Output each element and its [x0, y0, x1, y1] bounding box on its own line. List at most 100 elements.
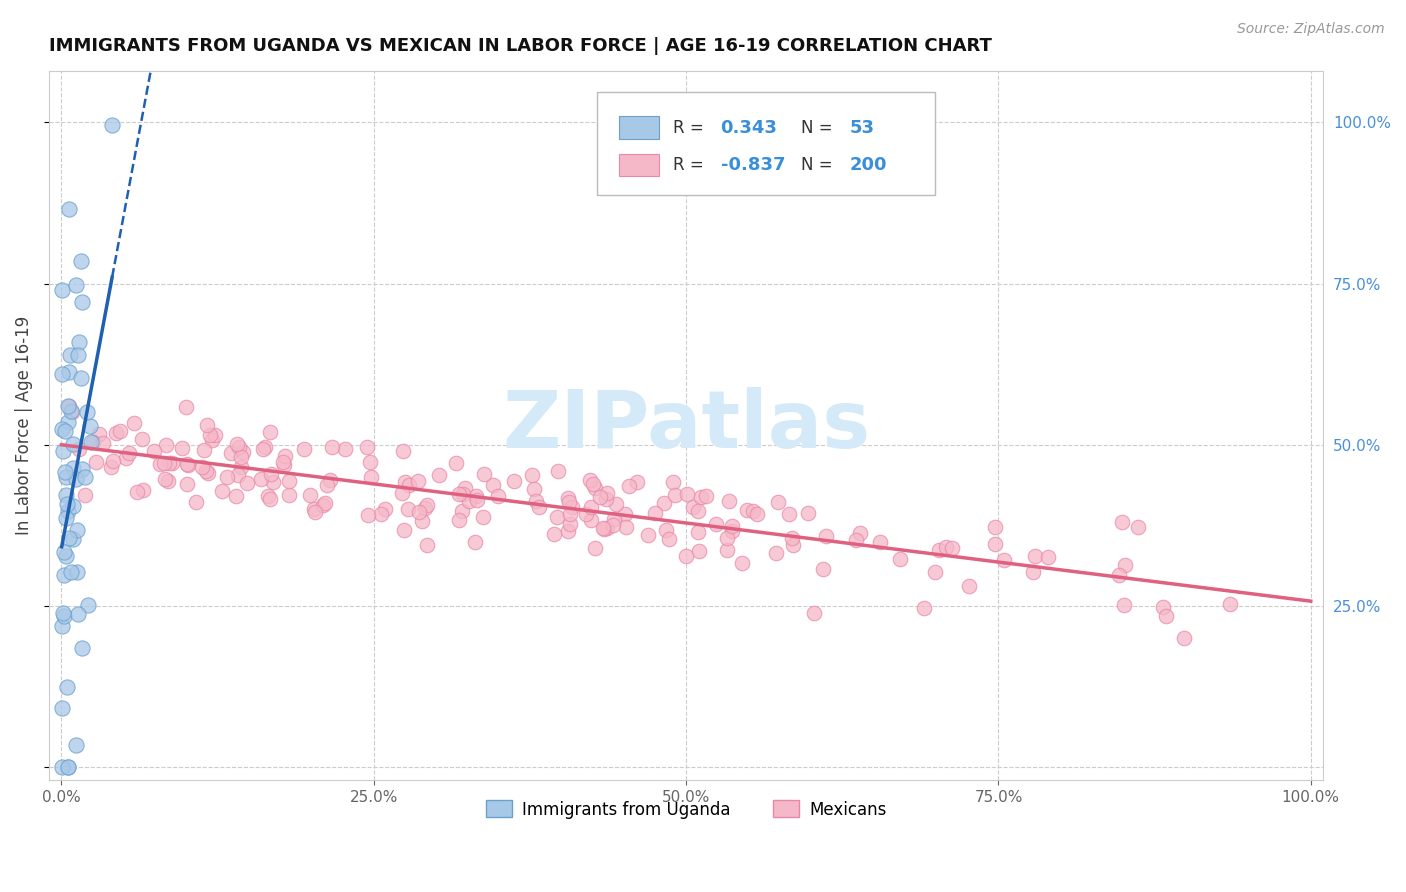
Point	[51, 760, 73, 774]
Point	[72, 641, 94, 656]
Point	[312, 499, 335, 513]
Point	[575, 507, 598, 521]
Text: 0.343: 0.343	[720, 119, 778, 136]
Point	[716, 543, 738, 558]
Point	[110, 424, 132, 438]
Point	[67, 334, 90, 349]
Point	[472, 509, 495, 524]
Point	[232, 445, 254, 459]
Point	[55, 511, 77, 525]
Point	[127, 484, 149, 499]
Point	[589, 490, 612, 504]
Point	[56, 504, 79, 518]
Point	[273, 458, 295, 473]
Point	[228, 440, 250, 454]
Point	[560, 517, 582, 532]
Text: Source: ZipAtlas.com: Source: ZipAtlas.com	[1237, 22, 1385, 37]
Point	[737, 503, 759, 517]
Point	[768, 495, 790, 509]
Point	[262, 475, 284, 489]
Point	[523, 483, 546, 497]
Point	[427, 468, 450, 483]
Point	[51, 368, 73, 382]
Point	[73, 470, 96, 484]
Point	[51, 700, 73, 714]
Point	[675, 487, 697, 501]
Point	[357, 508, 380, 522]
Point	[153, 472, 176, 486]
Point	[156, 474, 179, 488]
Point	[62, 437, 84, 451]
Point	[51, 422, 73, 436]
Point	[686, 504, 709, 518]
Point	[53, 424, 76, 438]
Point	[59, 348, 82, 362]
Point	[1024, 549, 1046, 563]
Point	[546, 510, 568, 524]
Point	[688, 524, 710, 539]
Point	[782, 538, 804, 552]
Point	[114, 451, 136, 466]
Point	[65, 277, 87, 292]
Point	[626, 475, 648, 489]
Point	[1036, 549, 1059, 564]
Point	[82, 434, 104, 449]
Text: R =: R =	[673, 119, 710, 136]
Point	[582, 477, 605, 491]
Point	[593, 522, 616, 536]
Point	[603, 512, 626, 526]
Point	[596, 485, 619, 500]
Point	[67, 442, 90, 456]
Point	[184, 495, 207, 509]
Point	[596, 521, 619, 535]
Point	[55, 488, 77, 502]
Point	[1114, 558, 1136, 572]
Point	[132, 483, 155, 497]
Point	[52, 606, 75, 620]
Point	[520, 467, 543, 482]
Point	[557, 491, 579, 506]
Point	[56, 680, 79, 694]
Point	[359, 455, 381, 469]
Point	[250, 472, 273, 486]
Point	[731, 556, 754, 570]
Point	[398, 478, 420, 492]
Point	[690, 490, 713, 504]
Point	[803, 606, 825, 620]
Point	[695, 489, 717, 503]
Point	[76, 405, 98, 419]
Point	[143, 444, 166, 458]
Point	[253, 440, 276, 454]
Point	[720, 519, 742, 533]
Point	[58, 365, 80, 379]
Point	[1128, 520, 1150, 534]
Point	[464, 534, 486, 549]
Point	[652, 496, 675, 510]
Point	[101, 119, 124, 133]
Point	[557, 524, 579, 538]
Point	[225, 489, 247, 503]
Point	[55, 470, 77, 484]
Point	[260, 467, 283, 481]
Point	[193, 443, 215, 458]
Point	[413, 501, 436, 516]
Point	[204, 427, 226, 442]
Point	[176, 458, 198, 472]
Point	[298, 488, 321, 502]
Point	[333, 442, 356, 456]
Point	[200, 427, 222, 442]
Point	[79, 434, 101, 449]
Point	[644, 506, 666, 520]
Point	[1108, 567, 1130, 582]
Point	[292, 442, 315, 457]
Point	[65, 472, 87, 486]
Point	[605, 498, 627, 512]
Point	[1173, 631, 1195, 645]
Point	[912, 601, 935, 615]
Point	[579, 473, 602, 487]
Point	[52, 444, 75, 458]
Point	[411, 514, 433, 528]
Point	[56, 760, 79, 774]
Point	[58, 400, 80, 414]
Point	[1022, 565, 1045, 579]
